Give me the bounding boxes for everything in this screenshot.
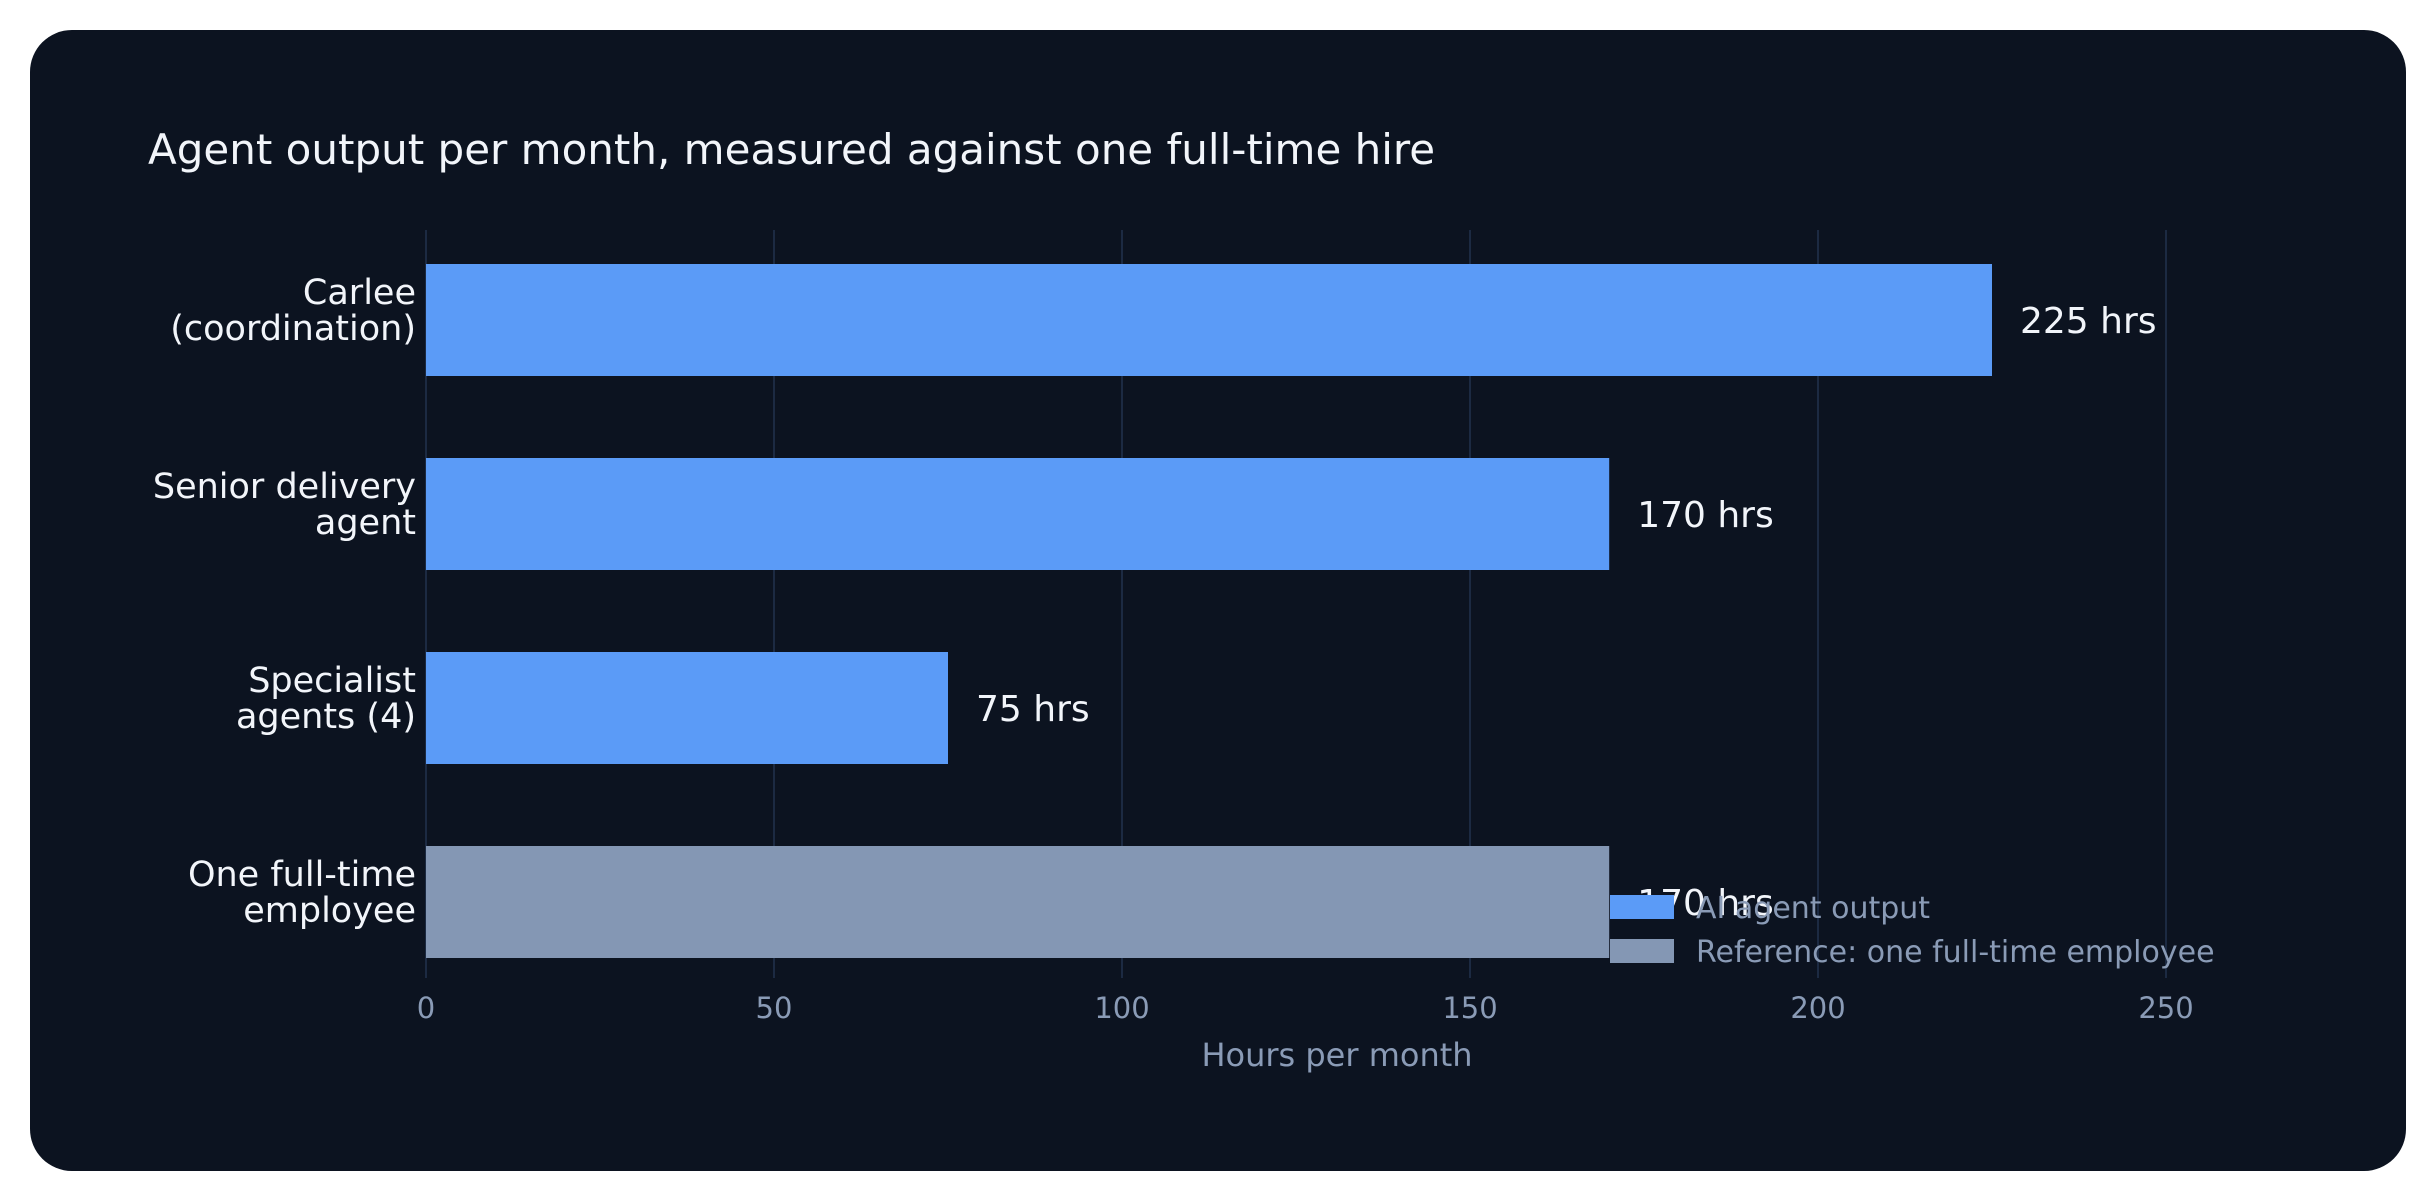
value-label-0: 225 hrs [2020, 301, 2157, 342]
x-tick-label-0: 0 [417, 991, 435, 1025]
legend-swatch-ai [1610, 895, 1674, 919]
category-label-2-line-1: agents (4) [236, 697, 416, 737]
category-label-3-line-0: One full-time [188, 855, 416, 895]
legend-label-reference: Reference: one full-time employee [1696, 935, 2215, 970]
x-axis-ticks: 0 50 100 150 200 250 [417, 991, 2194, 1025]
bar-0 [426, 264, 1992, 376]
legend-swatch-reference [1610, 939, 1674, 963]
category-label-0-line-0: Carlee [303, 273, 416, 313]
x-tick-label-3: 150 [1442, 991, 1497, 1025]
category-label-3: One full-time employee [188, 855, 416, 931]
category-label-3-line-1: employee [243, 891, 416, 931]
chart-title: Agent output per month, measured against… [148, 125, 1435, 174]
x-tick-label-1: 50 [756, 991, 793, 1025]
category-label-0-line-1: (coordination) [170, 309, 416, 349]
bar-chart: Agent output per month, measured against… [148, 125, 2215, 1074]
bar-1 [426, 458, 1610, 570]
category-label-1-line-1: agent [315, 503, 416, 543]
value-label-1: 170 hrs [1637, 495, 1774, 536]
bars [426, 264, 1992, 958]
category-label-1-line-0: Senior delivery [153, 467, 416, 507]
bar-3 [426, 846, 1610, 958]
value-label-2: 75 hrs [976, 689, 1090, 730]
x-axis-title: Hours per month [1201, 1036, 1472, 1074]
x-tick-label-2: 100 [1094, 991, 1149, 1025]
x-tick-label-5: 250 [2138, 991, 2193, 1025]
category-label-2-line-0: Specialist [248, 661, 416, 701]
category-label-0: Carlee (coordination) [170, 273, 416, 349]
x-tick-label-4: 200 [1790, 991, 1845, 1025]
category-label-1: Senior delivery agent [153, 467, 416, 543]
category-labels: Carlee (coordination)Senior delivery agent… [153, 273, 416, 931]
bar-2 [426, 652, 948, 764]
legend: AI agent output Reference: one full-time … [1610, 891, 2215, 970]
category-label-2: Specialist agents (4) [236, 661, 416, 737]
legend-label-ai: AI agent output [1696, 891, 1930, 926]
chart-card: Agent output per month, measured against… [30, 30, 2406, 1171]
